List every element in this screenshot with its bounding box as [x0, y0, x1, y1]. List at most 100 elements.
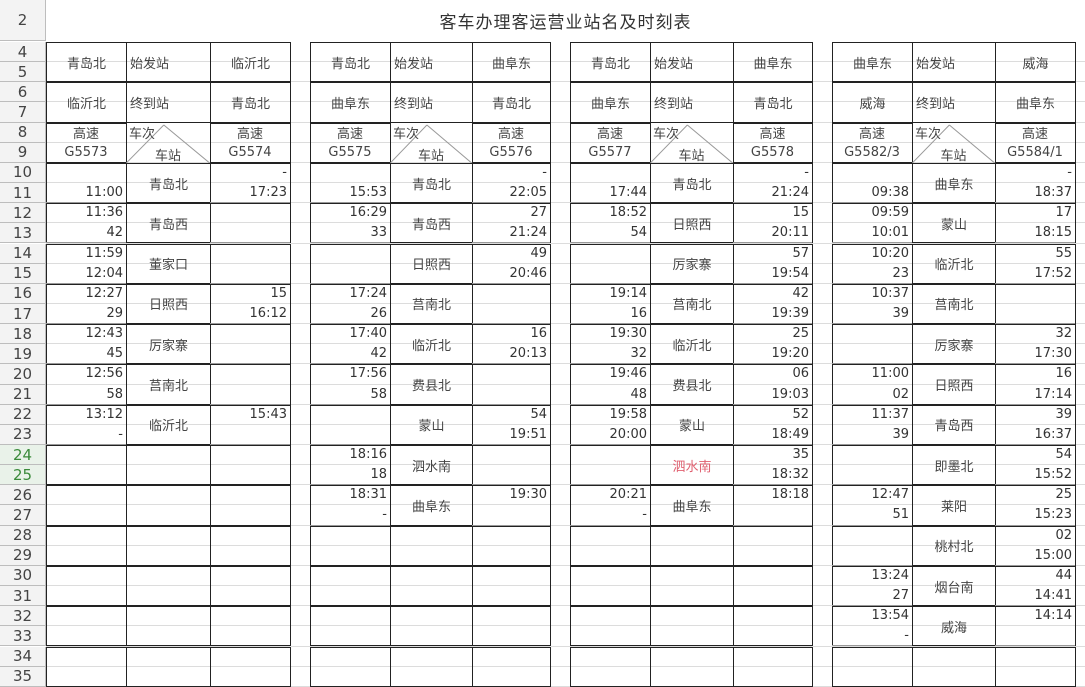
time-cell[interactable]: [733, 646, 813, 687]
time-cell[interactable]: [46, 485, 127, 526]
station-name[interactable]: [650, 565, 734, 607]
station-name[interactable]: 蒙山: [912, 203, 996, 244]
row-header[interactable]: 10: [0, 162, 46, 184]
station-name[interactable]: 蒙山: [650, 404, 734, 445]
station-name[interactable]: 桃村北: [912, 525, 996, 566]
station-name[interactable]: [390, 525, 473, 566]
sheet-title[interactable]: 客车办理客运营业站名及时刻表: [439, 12, 692, 33]
train-number[interactable]: G5582/3: [844, 145, 900, 161]
station-name[interactable]: 厉家寨: [650, 243, 734, 284]
speed-label[interactable]: 高速: [858, 127, 885, 143]
station-name[interactable]: [650, 525, 734, 566]
header-cell[interactable]: 曲阜东: [570, 82, 651, 123]
train-number[interactable]: G5573: [64, 145, 108, 161]
station-name[interactable]: 费县北: [650, 364, 734, 405]
time-cell[interactable]: [472, 565, 551, 607]
row-header[interactable]: 31: [0, 586, 46, 607]
row-header[interactable]: 19: [0, 344, 46, 365]
station-name[interactable]: 莒南北: [912, 283, 996, 325]
station-name[interactable]: 青岛西: [126, 203, 211, 244]
station-name[interactable]: 莱阳: [912, 485, 996, 526]
station-name[interactable]: 曲阜东: [390, 485, 473, 526]
header-label[interactable]: 终到站: [390, 82, 473, 123]
header-cell[interactable]: 青岛北: [310, 42, 391, 83]
station-name[interactable]: 即墨北: [912, 445, 996, 486]
header-cell[interactable]: 青岛北: [46, 42, 127, 83]
row-header[interactable]: 9: [0, 142, 46, 163]
station-name[interactable]: 蒙山: [390, 404, 473, 445]
header-label[interactable]: 始发站: [126, 42, 211, 83]
row-header[interactable]: 17: [0, 303, 46, 325]
time-cell[interactable]: [46, 606, 127, 647]
station-name[interactable]: [126, 606, 211, 647]
row-header[interactable]: 16: [0, 283, 46, 304]
time-cell[interactable]: [570, 565, 651, 607]
row-header[interactable]: 35: [0, 666, 46, 687]
time-cell[interactable]: [733, 525, 813, 566]
speed-label[interactable]: 高速: [759, 127, 786, 143]
time-cell[interactable]: [733, 565, 813, 607]
row-header[interactable]: 7: [0, 102, 46, 123]
speed-label[interactable]: 高速: [336, 127, 363, 143]
row-header[interactable]: 21: [0, 384, 46, 405]
station-name[interactable]: 青岛北: [126, 162, 211, 204]
row-header[interactable]: 28: [0, 525, 46, 546]
station-name[interactable]: 厉家寨: [912, 324, 996, 365]
train-number[interactable]: G5584/1: [1007, 145, 1063, 161]
train-number[interactable]: G5578: [750, 145, 795, 161]
station-name[interactable]: 费县北: [390, 364, 473, 405]
row-header[interactable]: 30: [0, 565, 46, 587]
train-number[interactable]: G5577: [588, 145, 632, 161]
header-cell[interactable]: 曲阜东: [472, 42, 551, 83]
header-cell[interactable]: 曲阜东: [310, 82, 391, 123]
row-header[interactable]: 15: [0, 263, 46, 284]
row-header[interactable]: 29: [0, 545, 46, 566]
station-name[interactable]: [126, 525, 211, 566]
time-cell[interactable]: [570, 646, 651, 687]
train-number[interactable]: G5576: [489, 145, 533, 161]
header-cell[interactable]: 威海: [832, 82, 913, 123]
station-name[interactable]: 临沂北: [126, 404, 211, 445]
station-name[interactable]: 泗水南: [650, 445, 734, 486]
station-name[interactable]: [390, 646, 473, 687]
header-label[interactable]: 终到站: [912, 82, 996, 123]
station-name[interactable]: [126, 445, 211, 486]
station-name[interactable]: 曲阜东: [912, 162, 996, 204]
station-name[interactable]: 青岛西: [390, 203, 473, 244]
row-header[interactable]: 2: [0, 0, 46, 41]
time-cell[interactable]: [472, 525, 551, 566]
header-cell[interactable]: 曲阜东: [733, 42, 813, 83]
row-header[interactable]: 23: [0, 424, 46, 445]
time-cell[interactable]: [310, 525, 391, 566]
station-name[interactable]: [912, 646, 996, 687]
station-name[interactable]: 日照西: [650, 203, 734, 244]
station-name[interactable]: [650, 646, 734, 687]
station-name[interactable]: 莒南北: [126, 364, 211, 405]
station-name[interactable]: 莒南北: [390, 283, 473, 325]
header-label[interactable]: 始发站: [650, 42, 734, 83]
speed-label[interactable]: 高速: [236, 127, 263, 143]
header-cell[interactable]: 青岛北: [472, 82, 551, 123]
station-name[interactable]: [126, 565, 211, 607]
train-number[interactable]: G5574: [228, 145, 272, 161]
time-cell[interactable]: [210, 525, 291, 566]
header-cell[interactable]: 临沂北: [46, 82, 127, 123]
row-header[interactable]: 34: [0, 646, 46, 667]
time-cell[interactable]: [210, 485, 291, 526]
station-name[interactable]: [126, 646, 211, 687]
station-name[interactable]: 青岛北: [650, 162, 734, 204]
station-name[interactable]: [390, 565, 473, 607]
station-name[interactable]: 日照西: [126, 283, 211, 325]
station-name[interactable]: 日照西: [390, 243, 473, 284]
time-cell[interactable]: [832, 646, 913, 687]
speed-label[interactable]: 高速: [497, 127, 524, 143]
row-header[interactable]: 24: [0, 445, 46, 466]
row-header[interactable]: 27: [0, 505, 46, 526]
row-header[interactable]: 33: [0, 626, 46, 647]
station-name[interactable]: 青岛北: [390, 162, 473, 204]
station-name[interactable]: 烟台南: [912, 565, 996, 607]
speed-label[interactable]: 高速: [72, 127, 99, 143]
row-header[interactable]: 4: [0, 42, 46, 63]
header-cell[interactable]: 青岛北: [210, 82, 291, 123]
row-header[interactable]: 5: [0, 62, 46, 83]
